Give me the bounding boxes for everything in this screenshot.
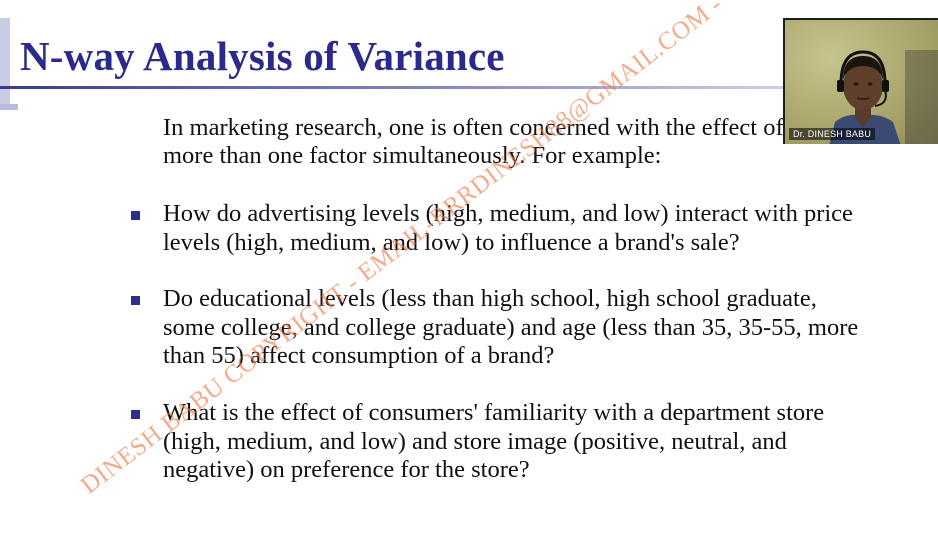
title-accent-bar [0, 18, 10, 104]
bullet-marker [131, 211, 140, 220]
bullet-marker [131, 410, 140, 419]
presenter-figure-icon [829, 50, 938, 144]
presenter-webcam[interactable]: Dr. DINESH BABU [783, 18, 938, 144]
bullet-education-age: Do educational levels (less than high sc… [163, 285, 859, 369]
title-accent-notch [0, 104, 18, 110]
bullet-marker [131, 296, 140, 305]
title-underline [0, 86, 938, 89]
bullet-familiarity-image: What is the effect of consumers' familia… [163, 399, 825, 483]
bullet-advertising-price: How do advertising levels (high, medium,… [163, 200, 853, 256]
intro-paragraph: In marketing research, one is often conc… [163, 114, 784, 169]
presenter-name-tag: Dr. DINESH BABU [789, 128, 876, 140]
slide-title: N-way Analysis of Variance [20, 33, 505, 79]
